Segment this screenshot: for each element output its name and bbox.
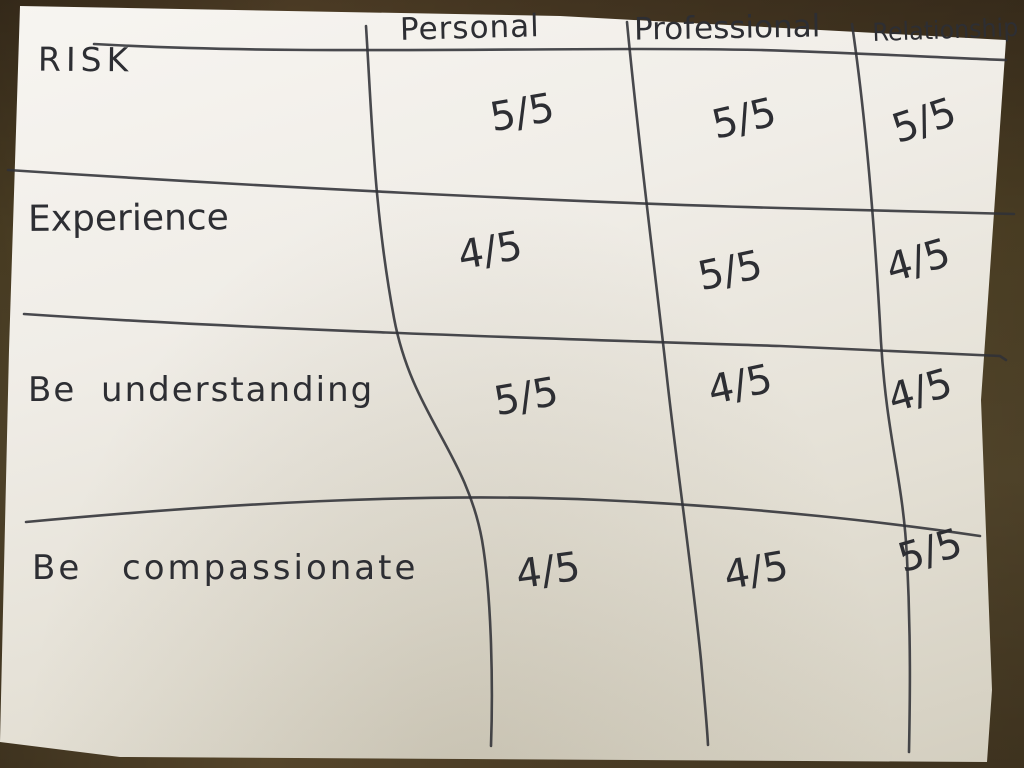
column-header-personal: Personal xyxy=(399,8,541,48)
column-header-professional: Professional xyxy=(633,8,821,48)
row-label-be-compassionate: Be compassionate xyxy=(32,548,419,588)
row-label-experience: Experience xyxy=(27,197,229,240)
column-header-relationship: Relationship xyxy=(872,12,1019,47)
row-label-risk: RISK xyxy=(37,39,134,80)
row-label-be-understanding: Be understanding xyxy=(28,370,375,410)
cell-compassionate-personal: 4/5 xyxy=(513,543,584,599)
